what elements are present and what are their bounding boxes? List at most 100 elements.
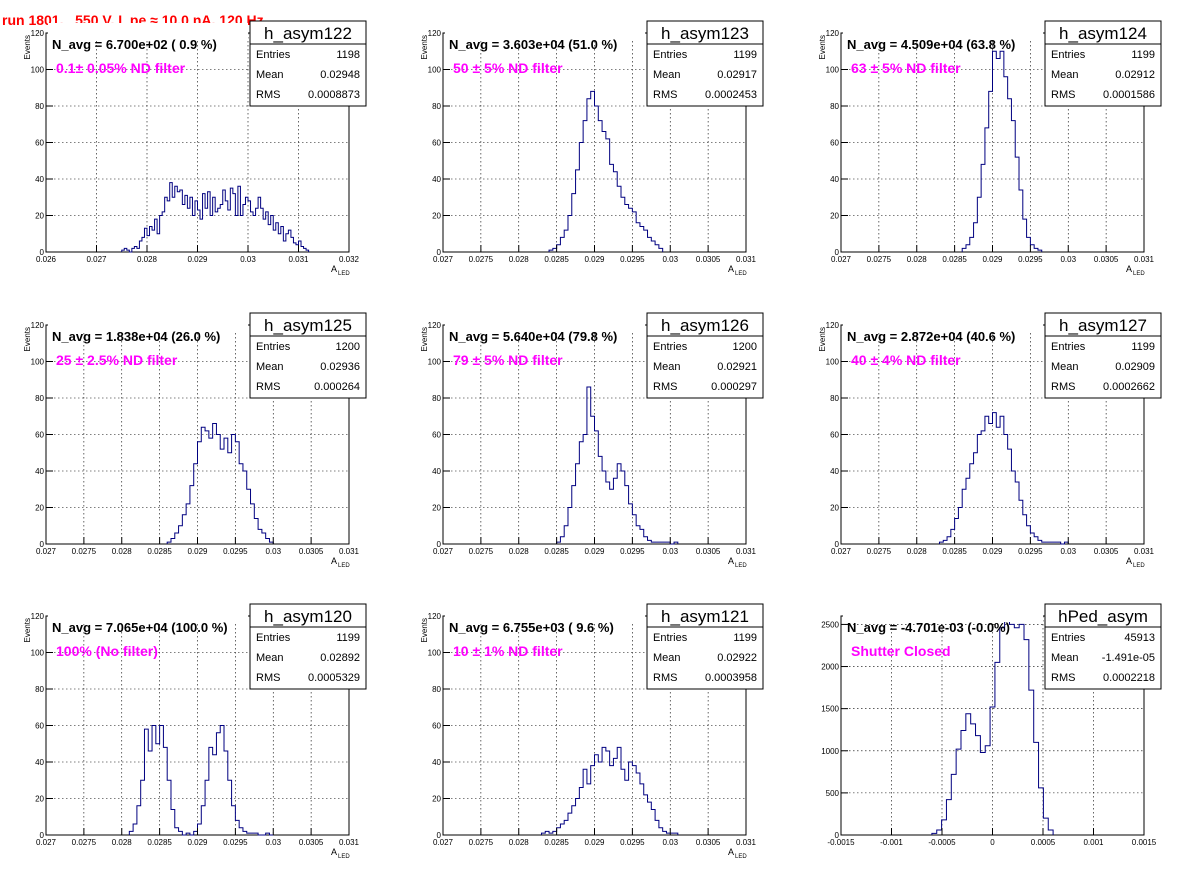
histogram-series-h_asym126 xyxy=(556,386,679,545)
histogram-name: h_asym120 xyxy=(264,607,352,626)
x-axis-label: A xyxy=(331,264,337,274)
x-tick-label: 0.027 xyxy=(831,255,852,264)
stat-value: 0.0001586 xyxy=(1103,89,1155,101)
x-axis-label-subscript: LED xyxy=(338,271,350,277)
x-axis-label: A xyxy=(728,264,734,274)
y-tick-label: 80 xyxy=(35,102,44,111)
y-tick-label: 60 xyxy=(35,139,44,148)
y-tick-label: 100 xyxy=(428,649,442,658)
filter-annotation: 63 ± 5% ND filter xyxy=(851,60,961,76)
x-axis-label-subscript: LED xyxy=(1133,563,1145,569)
y-tick-label: 120 xyxy=(428,612,442,621)
histogram-name: h_asym123 xyxy=(661,24,749,43)
stat-value: 0.0003958 xyxy=(705,672,757,684)
y-tick-label: 0 xyxy=(835,540,840,549)
histogram-title: N_avg = 4.509e+04 (63.8 %) xyxy=(847,37,1015,52)
x-tick-label: 0.03 xyxy=(662,838,678,847)
title-backdrop xyxy=(843,606,1043,622)
stat-label: RMS xyxy=(1051,381,1075,393)
x-tick-label: 0.0295 xyxy=(620,255,645,264)
x-tick-label: 0.001 xyxy=(1083,838,1104,847)
x-tick-label: 0.0285 xyxy=(544,838,569,847)
stat-label: RMS xyxy=(653,381,677,393)
stat-value: 0.000297 xyxy=(711,381,757,393)
x-tick-label: 0.029 xyxy=(982,255,1003,264)
histogram-name: hPed_asym xyxy=(1058,607,1148,626)
filter-annotation: 0.1± 0.05% ND filter xyxy=(56,60,186,76)
y-tick-label: 0 xyxy=(437,248,442,257)
x-tick-label: 0.028 xyxy=(509,838,530,847)
x-tick-label: 0.0015 xyxy=(1132,838,1157,847)
y-tick-label: 60 xyxy=(432,431,441,440)
stat-label: Entries xyxy=(1051,49,1086,61)
x-tick-label: 0.029 xyxy=(584,255,605,264)
x-tick-label: 0.027 xyxy=(433,838,454,847)
histogram-series-h_asym123 xyxy=(548,90,664,252)
x-axis-label-subscript: LED xyxy=(338,854,350,860)
stat-value: 0.0002218 xyxy=(1103,672,1155,684)
y-tick-label: 0 xyxy=(40,248,45,257)
stat-value: 0.02917 xyxy=(717,69,757,81)
histogram-title: N_avg = 2.872e+04 (40.6 %) xyxy=(847,329,1015,344)
x-tick-label: 0.0285 xyxy=(942,547,967,556)
x-tick-label: 0.029 xyxy=(187,255,208,264)
x-tick-label: 0.0285 xyxy=(942,255,967,264)
stat-value: 0.02948 xyxy=(320,69,360,81)
histogram-name: h_asym127 xyxy=(1059,316,1147,335)
y-axis-label: Events xyxy=(23,618,32,642)
histogram-name: h_asym126 xyxy=(661,316,749,335)
stat-label: Mean xyxy=(256,652,284,664)
x-tick-label: 0.027 xyxy=(36,838,57,847)
x-axis-label: A xyxy=(1126,264,1132,274)
y-tick-label: 60 xyxy=(432,722,441,731)
x-tick-label: 0.0295 xyxy=(1018,547,1043,556)
histogram-series-h_asym121 xyxy=(540,746,679,835)
y-axis-label: Events xyxy=(23,35,32,59)
y-tick-label: 60 xyxy=(35,722,44,731)
histogram-series-hPed_asym xyxy=(931,615,1054,835)
histogram-title: N_avg = 7.065e+04 (100.0 %) xyxy=(52,620,228,635)
y-tick-label: 80 xyxy=(432,394,441,403)
x-tick-label: 0.031 xyxy=(1134,547,1155,556)
y-tick-label: 40 xyxy=(830,175,839,184)
histogram-name: h_asym125 xyxy=(264,316,352,335)
x-tick-label: 0.0285 xyxy=(147,547,172,556)
y-tick-label: 2500 xyxy=(821,620,839,629)
x-axis-label-subscript: LED xyxy=(1133,271,1145,277)
x-axis-label: A xyxy=(1126,556,1132,566)
y-tick-label: 2000 xyxy=(821,663,839,672)
stat-label: Entries xyxy=(1051,341,1086,353)
title-backdrop xyxy=(843,23,1043,39)
x-tick-label: 0.0295 xyxy=(1018,255,1043,264)
stat-label: Entries xyxy=(256,341,291,353)
y-tick-label: 80 xyxy=(830,394,839,403)
filter-annotation: Shutter Closed xyxy=(851,643,951,659)
y-tick-label: 1500 xyxy=(821,705,839,714)
stat-label: Mean xyxy=(256,69,284,81)
y-tick-label: 20 xyxy=(830,504,839,513)
y-tick-label: 120 xyxy=(826,321,840,330)
y-tick-label: 500 xyxy=(826,789,840,798)
y-tick-label: 80 xyxy=(432,685,441,694)
stat-label: Entries xyxy=(653,341,688,353)
histogram-title: N_avg = 3.603e+04 (51.0 %) xyxy=(449,37,617,52)
x-tick-label: 0.0305 xyxy=(696,255,721,264)
histogram-panel-h_asym127: 0.027 0.0275 0.028 0.0285 0.029 0.0295 0.03 0.0… xyxy=(818,312,1162,569)
x-tick-label: 0.0305 xyxy=(1094,255,1119,264)
x-tick-label: 0.0295 xyxy=(620,838,645,847)
y-tick-label: 20 xyxy=(432,504,441,513)
x-tick-label: 0.026 xyxy=(36,255,57,264)
y-tick-label: 1000 xyxy=(821,747,839,756)
y-tick-label: 120 xyxy=(428,321,442,330)
y-tick-label: 0 xyxy=(437,540,442,549)
y-tick-label: 100 xyxy=(31,358,45,367)
y-tick-label: 120 xyxy=(31,612,45,621)
x-tick-label: 0.028 xyxy=(112,547,133,556)
stat-value: 1200 xyxy=(733,341,757,353)
x-tick-label: 0.031 xyxy=(339,838,360,847)
stat-label: Mean xyxy=(653,361,681,373)
title-backdrop xyxy=(843,315,1043,331)
y-tick-label: 40 xyxy=(35,467,44,476)
y-tick-label: 40 xyxy=(432,175,441,184)
